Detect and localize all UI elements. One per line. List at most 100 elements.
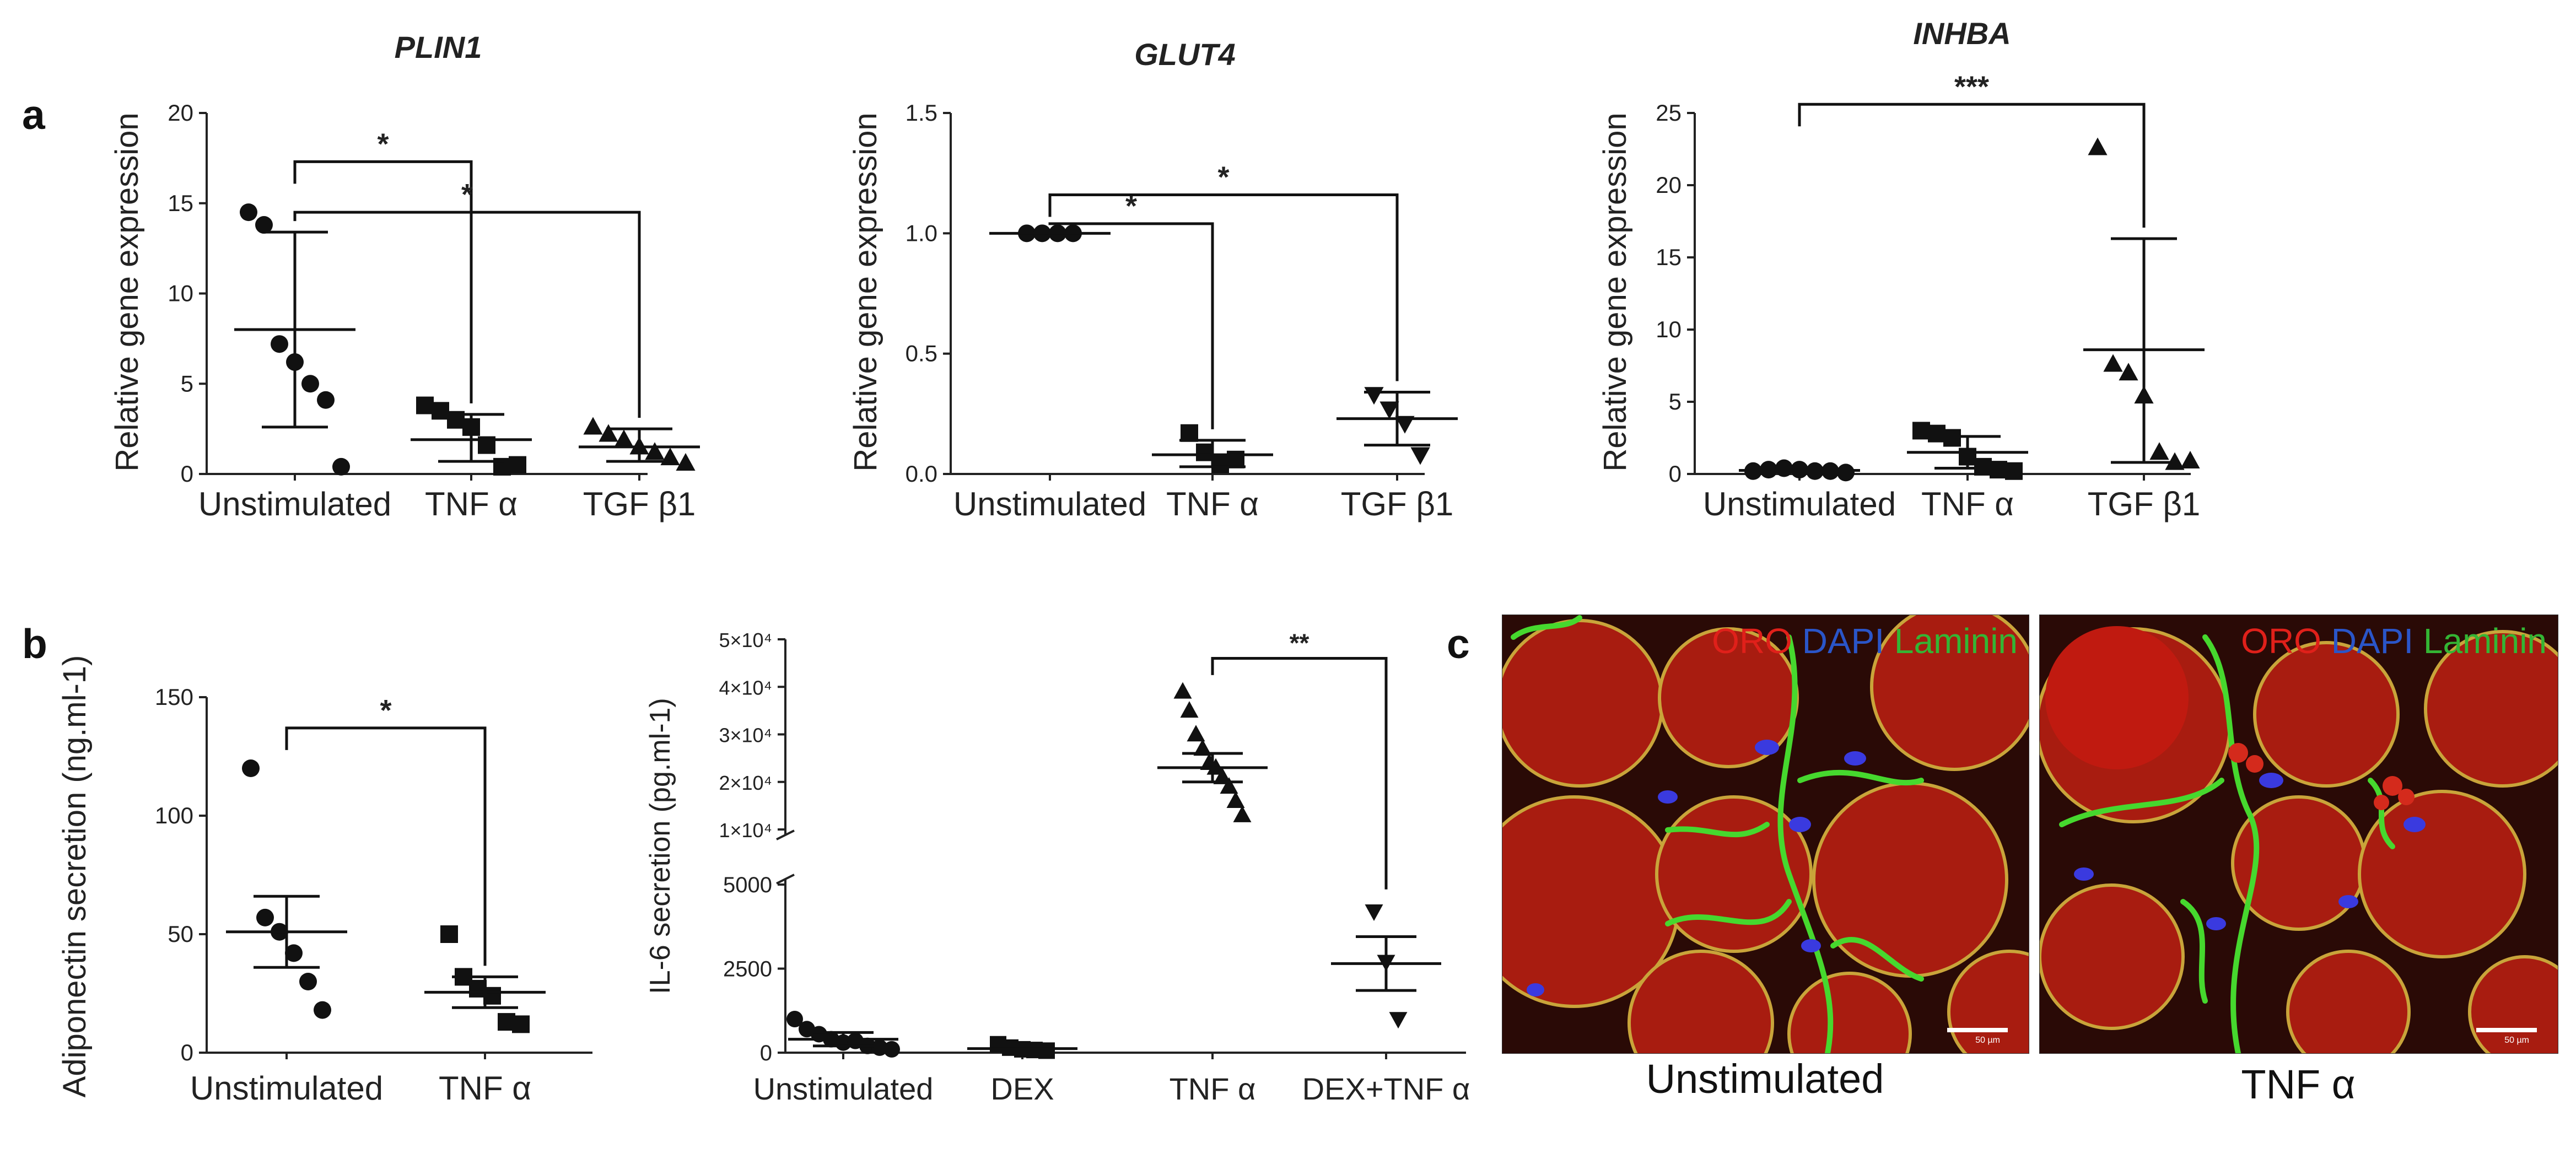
plin1-significance-bracket	[293, 160, 473, 403]
plin1-point	[432, 402, 449, 420]
adiponectin-significance-label: *	[380, 694, 391, 727]
il6-ytick-label: 0	[760, 1041, 772, 1065]
inhba-point	[1775, 459, 1793, 477]
glut4-point	[1196, 443, 1214, 461]
plin1-ytick-label: 10	[168, 281, 193, 306]
glut4-point	[1379, 401, 1399, 419]
inhba-ytick-label: 0	[1669, 461, 1682, 487]
il6-point	[883, 1041, 900, 1058]
il6-category-label: DEX+TNF α	[1302, 1071, 1470, 1106]
il6-point	[1038, 1042, 1055, 1059]
glut4-significance-label: *	[1217, 160, 1229, 193]
adiponectin-significance-bracket	[285, 726, 487, 966]
il6-point	[1193, 739, 1212, 756]
glut4-point	[1410, 447, 1430, 465]
inhba-point	[2103, 354, 2123, 372]
glut4-ytick-label: 0.5	[906, 341, 937, 367]
il6-axis-break	[776, 874, 795, 885]
scale-bar-label: 50 µm	[2504, 1036, 2529, 1045]
micrograph-unstimulated-image	[1502, 615, 2029, 1053]
scale-bar	[1947, 1028, 2008, 1032]
il6-point	[1213, 767, 1232, 784]
adiponectin-ytick-label: 0	[181, 1039, 193, 1065]
il6-category-label: Unstimulated	[753, 1071, 934, 1106]
il6-ytick-label: 2500	[723, 957, 772, 982]
plin1-point	[645, 442, 665, 460]
plin1-point	[255, 216, 273, 234]
il6-ytick-label: 5×10⁴	[719, 629, 772, 651]
il6-point	[1233, 805, 1252, 822]
glut4-significance-label: *	[1125, 190, 1137, 223]
plin1-significance-label: *	[377, 127, 389, 160]
plin1-ytick-label: 20	[168, 100, 193, 126]
il6-point	[1180, 701, 1199, 718]
plin1-ytick-label: 0	[181, 461, 193, 487]
plin1-ytick-label: 5	[181, 370, 193, 396]
panel-label-c: c	[1447, 621, 1470, 667]
inhba-point	[1974, 457, 1992, 476]
micrograph-tnf: ORO DAPI Laminin 50 µm	[2039, 615, 2558, 1054]
plin1-point	[301, 375, 319, 393]
inhba-ytick-label: 5	[1669, 389, 1682, 414]
legend-laminin: Laminin	[1894, 621, 2018, 661]
glut4-point	[1211, 455, 1229, 473]
il6-point	[786, 1011, 803, 1027]
il6-axis-break	[776, 829, 795, 840]
legend-dapi: DAPI	[1802, 621, 1885, 661]
adiponectin-category-label: TNF α	[439, 1070, 531, 1107]
il6-point	[1220, 777, 1238, 794]
plin1-category-label: Unstimulated	[198, 486, 391, 522]
micrograph-tnf-image	[2040, 615, 2558, 1053]
legend-oro: ORO	[1712, 621, 1792, 661]
inhba-point	[2149, 442, 2169, 460]
plin1-point	[240, 203, 257, 222]
inhba-point	[1990, 461, 2007, 479]
plin1-point	[332, 457, 350, 476]
adiponectin-point	[285, 944, 303, 962]
inhba-point	[1943, 429, 1961, 447]
plin1-point	[676, 452, 696, 471]
inhba-ytick-label: 10	[1656, 316, 1682, 342]
il6-significance-bracket	[1211, 657, 1388, 890]
micrograph-caption-tnf: TNF α	[2241, 1061, 2356, 1107]
adiponectin-point	[242, 759, 260, 777]
inhba-point	[1837, 464, 1855, 482]
plin1-significance-label: *	[461, 178, 473, 211]
adiponectin-ytick-label: 100	[155, 802, 193, 828]
il6-point	[1173, 682, 1192, 699]
glut4-category-label: Unstimulated	[953, 486, 1146, 522]
plin1-category-label: TNF α	[425, 486, 518, 522]
il6-point	[871, 1039, 888, 1056]
inhba-point	[2119, 363, 2138, 381]
glut4-significance-bracket	[1048, 193, 1399, 381]
micrograph-unstimulated-legend: ORO DAPI Laminin	[1712, 621, 2018, 661]
adiponectin-point	[512, 1015, 530, 1033]
plin1-point	[599, 424, 618, 442]
il6-ytick-label: 3×10⁴	[719, 724, 772, 747]
inhba-point	[1928, 424, 1946, 443]
il6-ytick-label: 1×10⁴	[719, 819, 772, 842]
inhba-point	[2005, 462, 2023, 480]
micrograph-tnf-legend: ORO DAPI Laminin	[2241, 621, 2547, 661]
glut4-title: GLUT4	[1134, 37, 1236, 72]
inhba-title: INHBA	[1913, 16, 2011, 51]
glut4-category-label: TGF β1	[1341, 486, 1454, 522]
il6-point	[1187, 725, 1205, 742]
adiponectin-point	[314, 1001, 331, 1019]
inhba-ytick-label: 25	[1656, 100, 1682, 126]
inhba-point	[2180, 451, 2200, 469]
inhba-point	[1912, 422, 1930, 440]
il6-point	[1389, 1012, 1408, 1029]
il6-ytick-label: 5000	[723, 873, 772, 897]
il6-ytick-label: 2×10⁴	[719, 772, 772, 794]
plin1-ytick-label: 15	[168, 190, 193, 216]
glut4-significance-bracket	[1048, 222, 1214, 429]
glut4-ytick-label: 0.0	[906, 461, 937, 487]
scale-bar	[2476, 1028, 2537, 1032]
plin1-y-label: Relative gene expression	[109, 112, 145, 471]
glut4-point	[1395, 416, 1415, 434]
plin1-point	[317, 391, 335, 409]
panel-label-b: b	[22, 621, 47, 667]
plin1-title: PLIN1	[395, 30, 482, 64]
